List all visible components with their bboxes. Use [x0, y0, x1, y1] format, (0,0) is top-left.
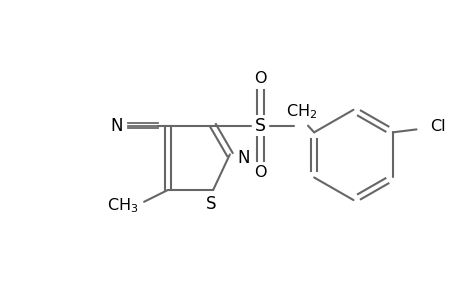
Text: O: O [254, 165, 266, 180]
Text: N: N [110, 117, 123, 135]
Text: CH$_2$: CH$_2$ [286, 103, 317, 121]
Text: CH$_3$: CH$_3$ [106, 196, 138, 215]
Text: N: N [237, 149, 249, 167]
Text: S: S [254, 117, 265, 135]
Text: Cl: Cl [430, 119, 445, 134]
Text: O: O [254, 71, 266, 86]
Text: S: S [206, 195, 216, 213]
